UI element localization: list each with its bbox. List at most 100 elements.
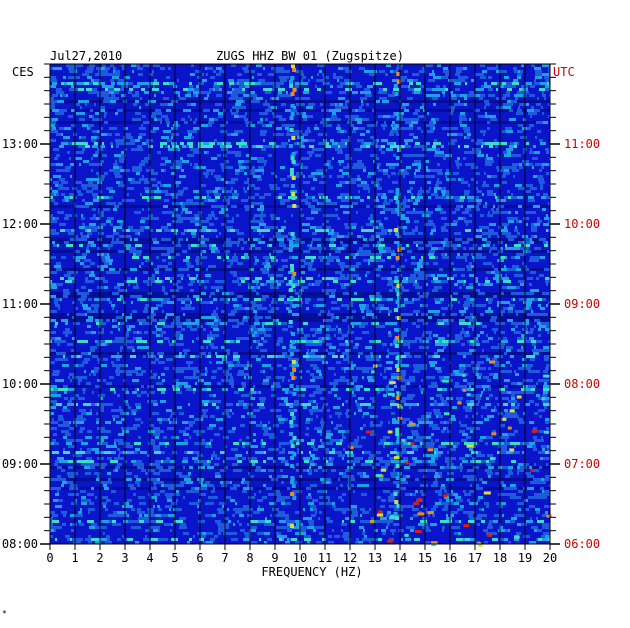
spectrogram-cell <box>542 112 544 115</box>
spectrogram-cell <box>306 307 309 310</box>
spectrogram-cell <box>337 337 344 340</box>
spectrogram-cell <box>103 91 109 94</box>
spectrogram-cell <box>524 367 531 370</box>
spectrogram-cell <box>312 238 317 241</box>
spectrogram-cell <box>486 271 491 274</box>
spectrogram-cell <box>254 331 257 334</box>
spectrogram-cell <box>502 277 509 280</box>
spectrogram-cell <box>201 418 203 421</box>
spectrogram-cell <box>524 88 528 91</box>
spectrogram-cell <box>257 175 261 178</box>
spectrogram-cell <box>340 193 343 196</box>
spectrogram-cell <box>464 442 467 445</box>
spectrogram-cell <box>335 307 340 310</box>
spectrogram-cell <box>68 76 73 79</box>
spectrogram-cell <box>255 319 259 322</box>
spectrogram-cell <box>302 142 304 145</box>
spectrogram-cell <box>538 334 541 337</box>
spectrogram-cell <box>256 292 259 295</box>
spectrogram-cell <box>118 289 125 292</box>
spectrogram-cell <box>62 364 69 367</box>
spectrogram-cell <box>132 391 137 394</box>
spectrogram-cell <box>163 130 168 133</box>
spectrogram-cell <box>184 352 187 355</box>
spectrogram-cell <box>514 244 517 247</box>
spectrogram-cell <box>97 343 100 346</box>
spectrogram-cell <box>128 283 130 286</box>
spectrogram-cell <box>244 253 248 256</box>
spectrogram-cell <box>137 319 140 322</box>
spectrogram-cell <box>336 316 339 319</box>
spectrogram-cell <box>486 334 488 337</box>
spectrogram-cell <box>264 430 268 433</box>
spectrogram-cell <box>201 460 207 463</box>
spectrogram-cell <box>383 244 385 247</box>
spectrogram-cell <box>73 322 80 325</box>
spectrogram-cell <box>469 319 475 322</box>
spectrogram-cell <box>84 460 89 463</box>
spectrogram-cell <box>196 433 201 436</box>
spectrogram-cell <box>346 316 350 319</box>
spectrogram-cell <box>265 91 271 94</box>
spectrogram-cell <box>491 175 497 178</box>
spectrogram-cell <box>433 103 436 106</box>
spectrogram-cell <box>189 109 191 112</box>
spectrogram-cell <box>271 172 275 175</box>
spectrogram-cell <box>114 286 120 289</box>
spectrogram-cell <box>428 310 434 313</box>
spectrogram-cell <box>517 403 520 406</box>
spectrogram-cell <box>306 358 309 361</box>
spectrogram-cell <box>331 457 334 460</box>
spectrogram-cell <box>238 88 242 91</box>
spectrogram-cell <box>506 415 510 418</box>
spectrogram-cell <box>362 415 364 418</box>
spectrogram-cell <box>325 451 329 454</box>
spectrogram-cell <box>539 238 543 241</box>
spectrogram-cell <box>109 262 112 265</box>
spectrogram-cell <box>414 298 420 301</box>
spectrogram-cell <box>278 229 284 232</box>
spectrogram-cell <box>345 181 350 184</box>
spectrogram-cell <box>303 250 307 253</box>
spectrogram-cell <box>216 400 221 403</box>
spectrogram-cell <box>300 73 304 76</box>
spectrogram-cell <box>264 349 267 352</box>
spectrogram-cell <box>364 436 366 439</box>
spectrogram-cell <box>338 160 344 163</box>
spectrogram-cell <box>415 196 417 199</box>
spectrogram-cell <box>288 124 290 127</box>
spectrogram-cell <box>320 310 326 313</box>
spectrogram-cell <box>384 367 387 370</box>
spectrogram-cell <box>262 271 269 274</box>
spectrogram-cell <box>416 118 419 121</box>
spectrogram-cell <box>206 346 208 349</box>
spectrogram-cell <box>239 82 244 85</box>
spectrogram-cell <box>370 415 376 418</box>
spectrogram-cell <box>220 280 225 283</box>
spectrogram-cell <box>491 271 495 274</box>
spectrogram-cell <box>340 376 345 379</box>
spectrogram-cell <box>401 388 406 391</box>
spectrogram-cell <box>412 322 416 325</box>
spectrogram-cell <box>436 85 440 88</box>
spectrogram-cell <box>165 442 169 445</box>
spectrogram-cell <box>120 322 125 325</box>
spectrogram-cell <box>99 214 104 217</box>
spectrogram-cell <box>206 442 209 445</box>
spectrogram-cell <box>347 163 349 166</box>
spectrogram-cell <box>529 307 532 310</box>
spectrogram-cell <box>544 355 550 358</box>
spectrogram-cell <box>483 256 486 259</box>
spectrogram-cell <box>171 136 173 139</box>
spectrogram-cell <box>165 160 171 163</box>
spectrogram-cell <box>209 424 216 427</box>
spectrogram-cell <box>288 358 295 361</box>
spectrogram-cell <box>453 268 455 271</box>
spectrogram-cell <box>393 70 398 73</box>
spectrogram-cell <box>263 88 269 91</box>
spectrogram-cell <box>120 169 125 172</box>
spectrogram-cell <box>82 142 88 145</box>
spectrogram-cell <box>514 70 518 73</box>
spectrogram-cell <box>543 379 549 382</box>
spectrogram-cell <box>85 226 91 229</box>
